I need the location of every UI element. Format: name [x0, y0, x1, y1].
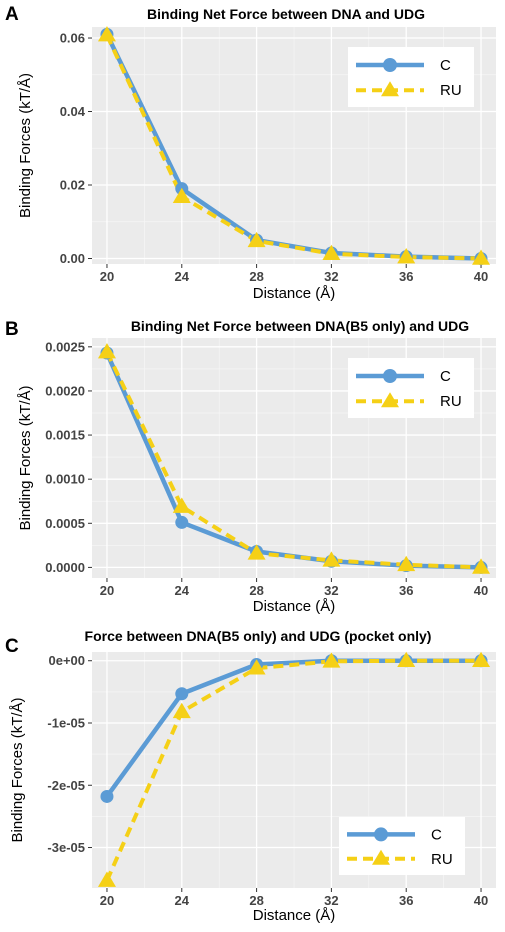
- x-tick-label: 28: [249, 583, 263, 598]
- legend: C RU: [348, 47, 474, 107]
- panel-label: A: [5, 4, 19, 25]
- point-ru: [472, 651, 491, 668]
- legend-box: [348, 358, 474, 418]
- x-tick-label: 28: [249, 893, 263, 908]
- x-tick-label: 24: [175, 269, 190, 284]
- point-ru: [247, 544, 266, 560]
- legend-marker-ru: [381, 81, 399, 97]
- x-tick-label: 32: [324, 269, 338, 284]
- chart-panel-a: A Binding Net Force between DNA and UDG 20…: [5, 4, 496, 302]
- point-c: [175, 687, 189, 701]
- x-tick-label: 40: [474, 269, 488, 284]
- x-axis-label: Distance (Å): [253, 285, 336, 302]
- point-ru: [97, 871, 116, 887]
- x-tick-label: 36: [399, 583, 413, 598]
- legend-marker-c: [383, 58, 397, 72]
- y-tick-label: 0.06: [60, 31, 85, 46]
- point-ru: [97, 26, 116, 42]
- x-tick-label: 20: [100, 583, 114, 598]
- point-ru: [247, 231, 266, 248]
- y-tick-label: 0.0015: [45, 428, 85, 443]
- x-tick-label: 36: [399, 893, 413, 908]
- legend-marker-ru: [372, 849, 390, 865]
- y-tick-label: 0e+00: [48, 653, 85, 668]
- y-tick-label: -1e-05: [47, 715, 85, 730]
- x-tick-label: 20: [100, 269, 114, 284]
- point-ru: [322, 244, 341, 261]
- panel-label: B: [5, 319, 19, 340]
- y-tick-label: 0.0025: [45, 339, 85, 354]
- y-tick-label: 0.00: [60, 251, 85, 266]
- legend-marker-ru: [381, 392, 399, 408]
- x-tick-label: 40: [474, 893, 488, 908]
- legend-marker-c: [383, 369, 397, 383]
- y-axis-label: Binding Forces (kT/Å): [9, 697, 26, 842]
- x-tick-label: 32: [324, 583, 338, 598]
- y-tick-label: 0.0000: [45, 560, 85, 575]
- x-tick-label: 36: [399, 269, 413, 284]
- point-ru: [397, 248, 416, 264]
- point-c: [175, 515, 189, 529]
- point-ru: [247, 659, 266, 675]
- y-tick-label: 0.0005: [45, 516, 85, 531]
- y-tick-label: 0.04: [60, 104, 86, 119]
- point-ru: [397, 555, 416, 572]
- legend-box: [339, 817, 465, 875]
- point-ru: [472, 558, 491, 574]
- legend-label-ru: RU: [431, 851, 453, 868]
- legend-label-ru: RU: [440, 393, 462, 410]
- point-ru: [322, 551, 341, 567]
- point-ru: [172, 702, 191, 719]
- legend: C RU: [348, 358, 474, 418]
- chart-panel-c: C Force between DNA(B5 only) and UDG (poc…: [5, 628, 496, 924]
- y-tick-label: 0.0010: [45, 472, 85, 487]
- series-line-c: [104, 33, 482, 261]
- x-tick-label: 20: [100, 893, 114, 908]
- chart-title: Binding Net Force between DNA and UDG: [147, 6, 425, 22]
- x-tick-label: 24: [175, 893, 190, 908]
- x-tick-label: 40: [474, 583, 488, 598]
- x-tick-label: 28: [249, 269, 263, 284]
- y-tick-label: -2e-05: [47, 778, 85, 793]
- series-line-ru: [105, 658, 482, 882]
- point-ru: [472, 249, 491, 265]
- y-tick-label: -3e-05: [47, 840, 85, 855]
- point-ru: [322, 652, 341, 668]
- point-c: [100, 789, 114, 803]
- chart-title: Force between DNA(B5 only) and UDG (pock…: [85, 628, 432, 644]
- y-axis-label: Binding Forces (kT/Å): [17, 385, 34, 530]
- legend-label-ru: RU: [440, 82, 462, 99]
- legend-marker-c: [374, 827, 388, 842]
- chart-title: Binding Net Force between DNA(B5 only) a…: [131, 318, 469, 334]
- series-line-ru: [105, 34, 482, 261]
- y-axis-label: Binding Forces (kT/Å): [17, 73, 34, 218]
- legend: C RU: [339, 817, 465, 875]
- x-axis-label: Distance (Å): [253, 907, 336, 924]
- x-axis-label: Distance (Å): [253, 598, 336, 615]
- legend-label-c: C: [440, 368, 451, 385]
- chart-panel-b: B Binding Net Force between DNA(B5 only) …: [5, 318, 496, 615]
- series-line-ru: [105, 351, 482, 570]
- legend-box: [348, 47, 474, 107]
- y-tick-label: 0.02: [60, 178, 85, 193]
- legend-label-c: C: [431, 826, 442, 843]
- point-ru: [97, 343, 116, 359]
- panel-label: C: [5, 636, 19, 657]
- x-tick-label: 24: [175, 583, 190, 598]
- point-ru: [172, 187, 191, 204]
- x-tick-label: 32: [324, 893, 338, 908]
- point-ru: [172, 497, 191, 513]
- legend-label-c: C: [440, 57, 451, 74]
- point-ru: [397, 651, 416, 668]
- y-tick-label: 0.0020: [45, 383, 85, 398]
